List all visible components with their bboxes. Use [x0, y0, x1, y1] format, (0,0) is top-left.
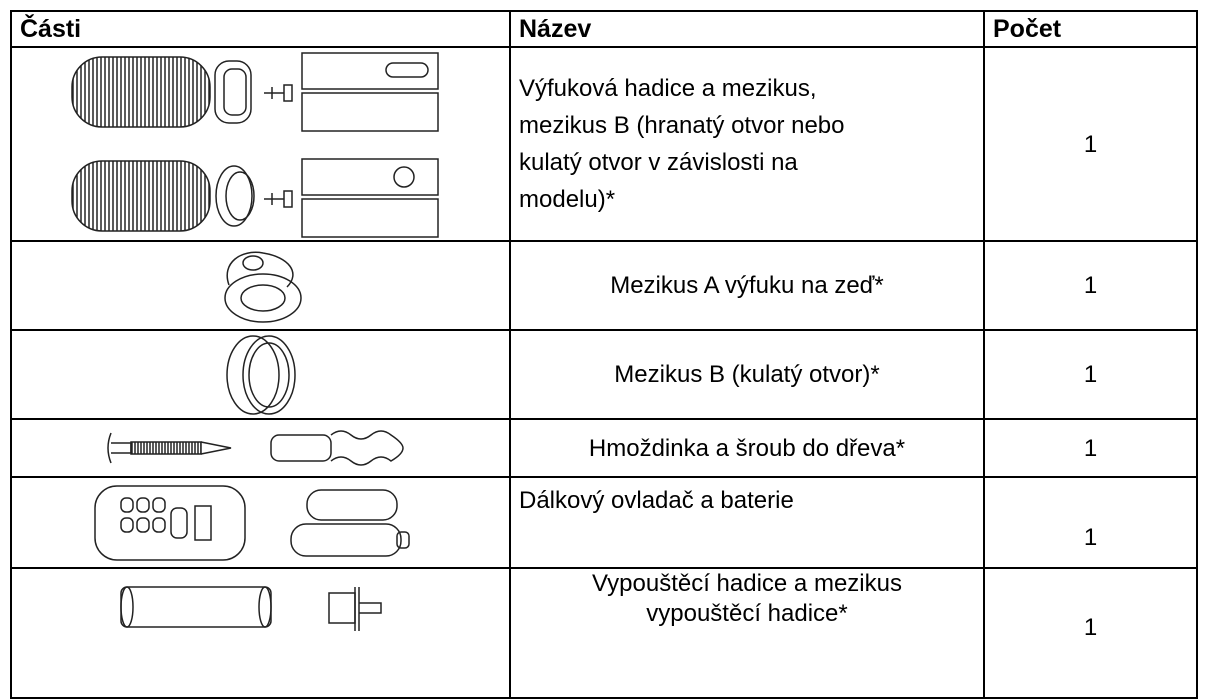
- text: Vypouštěcí hadice a mezikus: [592, 570, 902, 597]
- count-cell: 1: [983, 476, 1198, 569]
- part-image: [10, 240, 511, 331]
- count-cell: 1: [983, 567, 1198, 699]
- header-cell: Počet: [983, 10, 1198, 48]
- parts-table: Části Název Počet Výfuková hadice a mezi…: [10, 10, 1198, 699]
- text: Mezikus A výfuku na zeď*: [610, 272, 884, 299]
- row: Dálkový ovladač a baterie 1: [10, 476, 1198, 569]
- wall-adapter-drawing: [223, 251, 302, 323]
- adapter: [214, 60, 255, 227]
- text: Mezikus B (kulatý otvor)*: [614, 361, 880, 388]
- part-image: [10, 476, 511, 569]
- header-cell: Název: [509, 10, 985, 48]
- part-image: [10, 567, 511, 699]
- name-cell: Výfuková hadice a mezikus, mezikus B (hra…: [509, 46, 985, 242]
- screw-anchor-drawing: [106, 430, 404, 466]
- text: vypouštěcí hadice*: [646, 600, 848, 627]
- row: Mezikus A výfuku na zeď* 1: [10, 240, 1198, 331]
- remote-battery-drawing: [93, 484, 410, 561]
- name-cell: Mezikus B (kulatý otvor)*: [509, 329, 985, 420]
- hose-kit-drawing: [71, 52, 439, 238]
- screw: [264, 84, 293, 208]
- count-cell: 1: [983, 329, 1198, 420]
- name-cell: Vypouštěcí hadice a mezikus vypouštěcí ha…: [509, 567, 985, 699]
- round-adapter-drawing: [225, 335, 296, 415]
- text: modelu)*: [519, 186, 616, 213]
- row: Hmoždinka a šroub do dřeva* 1: [10, 418, 1198, 478]
- part-image: [10, 329, 511, 420]
- count-cell: 1: [983, 240, 1198, 331]
- part-image: [10, 46, 511, 242]
- name-cell: Hmoždinka a šroub do dřeva*: [509, 418, 985, 478]
- text: kulatý otvor v závislosti na: [519, 149, 798, 176]
- header-cell: Části: [10, 10, 511, 48]
- text: Dálkový ovladač a baterie: [519, 487, 794, 514]
- count-cell: 1: [983, 46, 1198, 242]
- adapter-box: [301, 52, 439, 238]
- row: Mezikus B (kulatý otvor)* 1: [10, 329, 1198, 420]
- row: Výfuková hadice a mezikus, mezikus B (hra…: [10, 46, 1198, 242]
- hose: [71, 56, 211, 232]
- row: Vypouštěcí hadice a mezikus vypouštěcí ha…: [10, 567, 1198, 699]
- text: Hmoždinka a šroub do dřeva*: [588, 434, 906, 462]
- count-cell: 1: [983, 418, 1198, 478]
- part-image: [10, 418, 511, 478]
- text: Výfuková hadice a mezikus,: [519, 75, 817, 102]
- header-row: Části Název Počet: [10, 10, 1198, 48]
- name-cell: Dálkový ovladač a baterie: [509, 476, 985, 569]
- name-cell: Mezikus A výfuku na zeď*: [509, 240, 985, 331]
- drain-hose-drawing: [119, 586, 382, 631]
- text: mezikus B (hranatý otvor nebo: [519, 112, 845, 139]
